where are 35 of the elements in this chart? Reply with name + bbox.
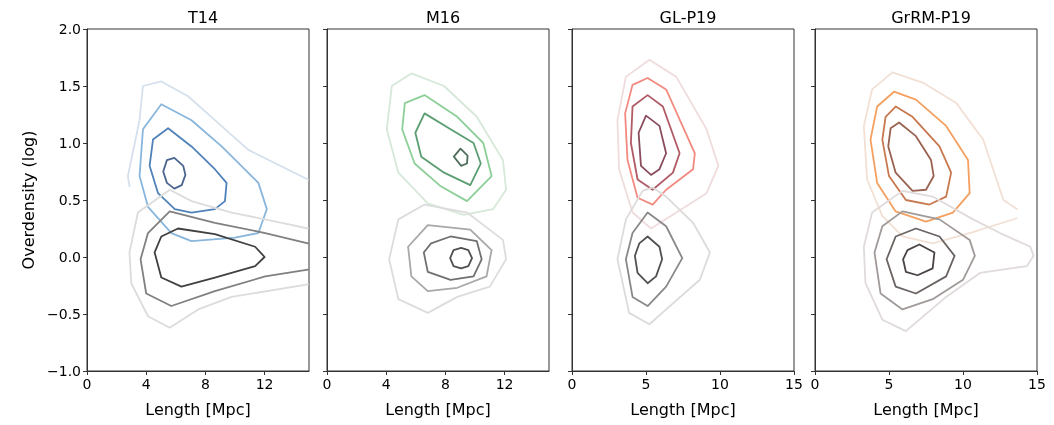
chart-title: T14 — [186, 7, 219, 27]
y-tick-label: 0.5 — [58, 192, 81, 208]
line-series — [128, 188, 309, 329]
chart-title: GL-P19 — [659, 7, 717, 27]
x-tick-label: 4 — [141, 376, 151, 392]
x-tick-label: 8 — [440, 376, 450, 392]
x-tick-label: 15 — [785, 376, 803, 392]
y-tick-label: −1.0 — [47, 363, 81, 379]
x-axis-title: Length [Mpc] — [145, 399, 251, 419]
x-tick-label: 10 — [954, 376, 972, 392]
x-tick-label: 15 — [1028, 376, 1046, 392]
y-axis-title: Overdensity (log) — [18, 130, 38, 270]
x-tick-label: 0 — [810, 376, 820, 392]
chart-title: M16 — [425, 7, 461, 27]
y-tick-label: −0.5 — [47, 306, 81, 322]
y-tick-label: 2.0 — [58, 21, 81, 37]
line-series — [139, 210, 309, 307]
y-tick-label: 0.0 — [58, 249, 81, 265]
chart-title: GrRM-P19 — [891, 7, 971, 27]
y-tick-label: 1.5 — [58, 78, 81, 94]
x-tick-label: 12 — [495, 376, 514, 392]
x-tick-label: 12 — [255, 376, 274, 392]
line-series — [126, 80, 309, 188]
x-tick-label: 8 — [200, 376, 210, 392]
x-tick-label: 0 — [322, 376, 332, 392]
x-axis-title: Length [Mpc] — [385, 399, 491, 419]
x-axis-title: Length [Mpc] — [630, 399, 736, 419]
x-tick-label: 5 — [641, 376, 651, 392]
x-axis-title: Length [Mpc] — [873, 399, 979, 419]
x-tick-label: 4 — [381, 376, 391, 392]
x-tick-label: 5 — [884, 376, 894, 392]
y-tick-label: 1.0 — [58, 135, 81, 151]
x-tick-label: 0 — [567, 376, 577, 392]
x-tick-label: 0 — [82, 376, 92, 392]
x-tick-label: 10 — [711, 376, 729, 392]
